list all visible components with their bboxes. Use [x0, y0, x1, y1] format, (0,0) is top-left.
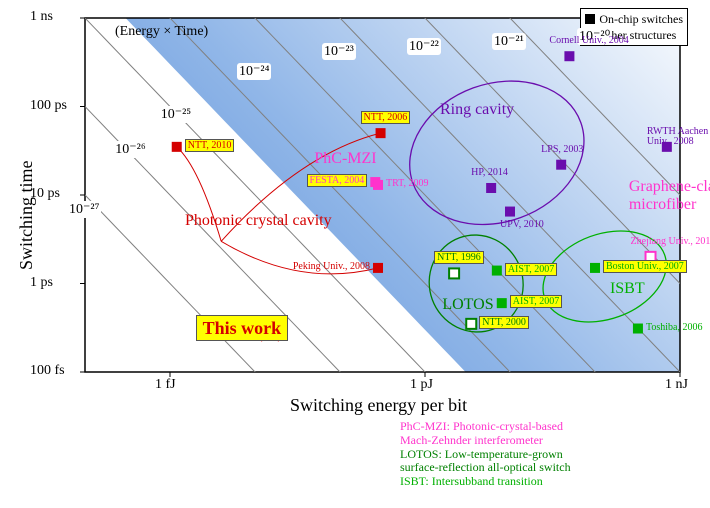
point-label: Peking Univ., 2008 — [293, 262, 370, 273]
point-label: RWTH AachenUniv., 2008 — [647, 127, 708, 148]
data-point — [376, 128, 386, 138]
y-tick-label: 1 ns — [30, 9, 53, 25]
data-point — [505, 207, 515, 217]
data-point — [172, 142, 182, 152]
y-tick-label: 10 ps — [30, 186, 60, 202]
et-label: 10⁻²³ — [322, 43, 356, 60]
footnote-phc: PhC-MZI: Photonic-crystal-based Mach-Zeh… — [400, 420, 571, 448]
plot-svg — [0, 0, 710, 508]
point-label: NTT, 1996 — [434, 253, 484, 264]
data-point — [486, 183, 496, 193]
y-tick-label: 1 ps — [30, 275, 53, 291]
data-point — [497, 298, 507, 308]
legend-label: On-chip switches — [599, 12, 683, 27]
footnote-lotos: LOTOS: Low-temperature-grown surface-ref… — [400, 448, 571, 476]
point-label: Toshiba, 2006 — [646, 323, 703, 334]
data-point — [590, 263, 600, 273]
point-label: FESTA, 2004 — [307, 176, 368, 187]
et-label: 10⁻²⁶ — [113, 141, 147, 158]
gradient-band — [85, 0, 680, 508]
category-label: Ring cavity — [440, 101, 514, 119]
y-tick-label: 100 ps — [30, 98, 67, 114]
point-label: AIST, 2007 — [510, 297, 562, 308]
data-point — [373, 263, 383, 273]
point-label: Boston Univ., 2007 — [603, 262, 687, 273]
category-label: Photonic crystal cavity — [185, 212, 332, 230]
data-point — [633, 324, 643, 334]
this-work-label: This work — [196, 318, 289, 339]
category-label: Graphene-cladmicrofiber — [629, 178, 710, 214]
point-label: LPS, 2003 — [541, 145, 583, 156]
point-label: NTT, 2006 — [361, 113, 411, 124]
point-label: NTT, 2010 — [185, 141, 235, 152]
footnote-isbt: ISBT: Intersubband transition — [400, 475, 571, 489]
point-label: Cornell Univ., 2004 — [549, 36, 628, 47]
category-label: PhC-MZI — [314, 150, 376, 168]
x-tick-label: 1 fJ — [155, 377, 176, 393]
point-label: NTT, 2000 — [479, 318, 529, 329]
data-point — [564, 51, 574, 61]
point-label: Zhejiang Univ., 2014 — [631, 237, 710, 248]
data-point — [449, 268, 459, 278]
et-label: 10⁻²⁷ — [67, 201, 101, 218]
et-label: 10⁻²¹ — [492, 33, 526, 50]
point-label: AIST, 2007 — [505, 265, 557, 276]
category-label: LOTOS — [442, 296, 493, 314]
point-label: TRT, 2009 — [386, 179, 429, 190]
footnotes: PhC-MZI: Photonic-crystal-based Mach-Zeh… — [400, 420, 571, 489]
chart-container: Switching energy per bit Switching time … — [0, 0, 710, 508]
x-axis-label: Switching energy per bit — [290, 395, 467, 416]
data-point — [466, 319, 476, 329]
data-point — [556, 160, 566, 170]
category-label: ISBT — [610, 280, 645, 298]
data-point — [373, 180, 383, 190]
et-label: 10⁻²⁵ — [159, 106, 193, 123]
y-tick-label: 100 fs — [30, 363, 65, 379]
y-axis-label: Switching time — [16, 161, 37, 271]
point-label: HP, 2014 — [471, 168, 508, 179]
point-label: UPV, 2010 — [500, 220, 544, 231]
x-tick-label: 1 pJ — [410, 377, 433, 393]
data-point — [492, 266, 502, 276]
et-label: 10⁻²² — [407, 38, 441, 55]
legend-item-onchip: On-chip switches — [585, 11, 683, 27]
et-label: 10⁻²⁴ — [237, 63, 271, 80]
x-tick-label: 1 nJ — [665, 377, 688, 393]
